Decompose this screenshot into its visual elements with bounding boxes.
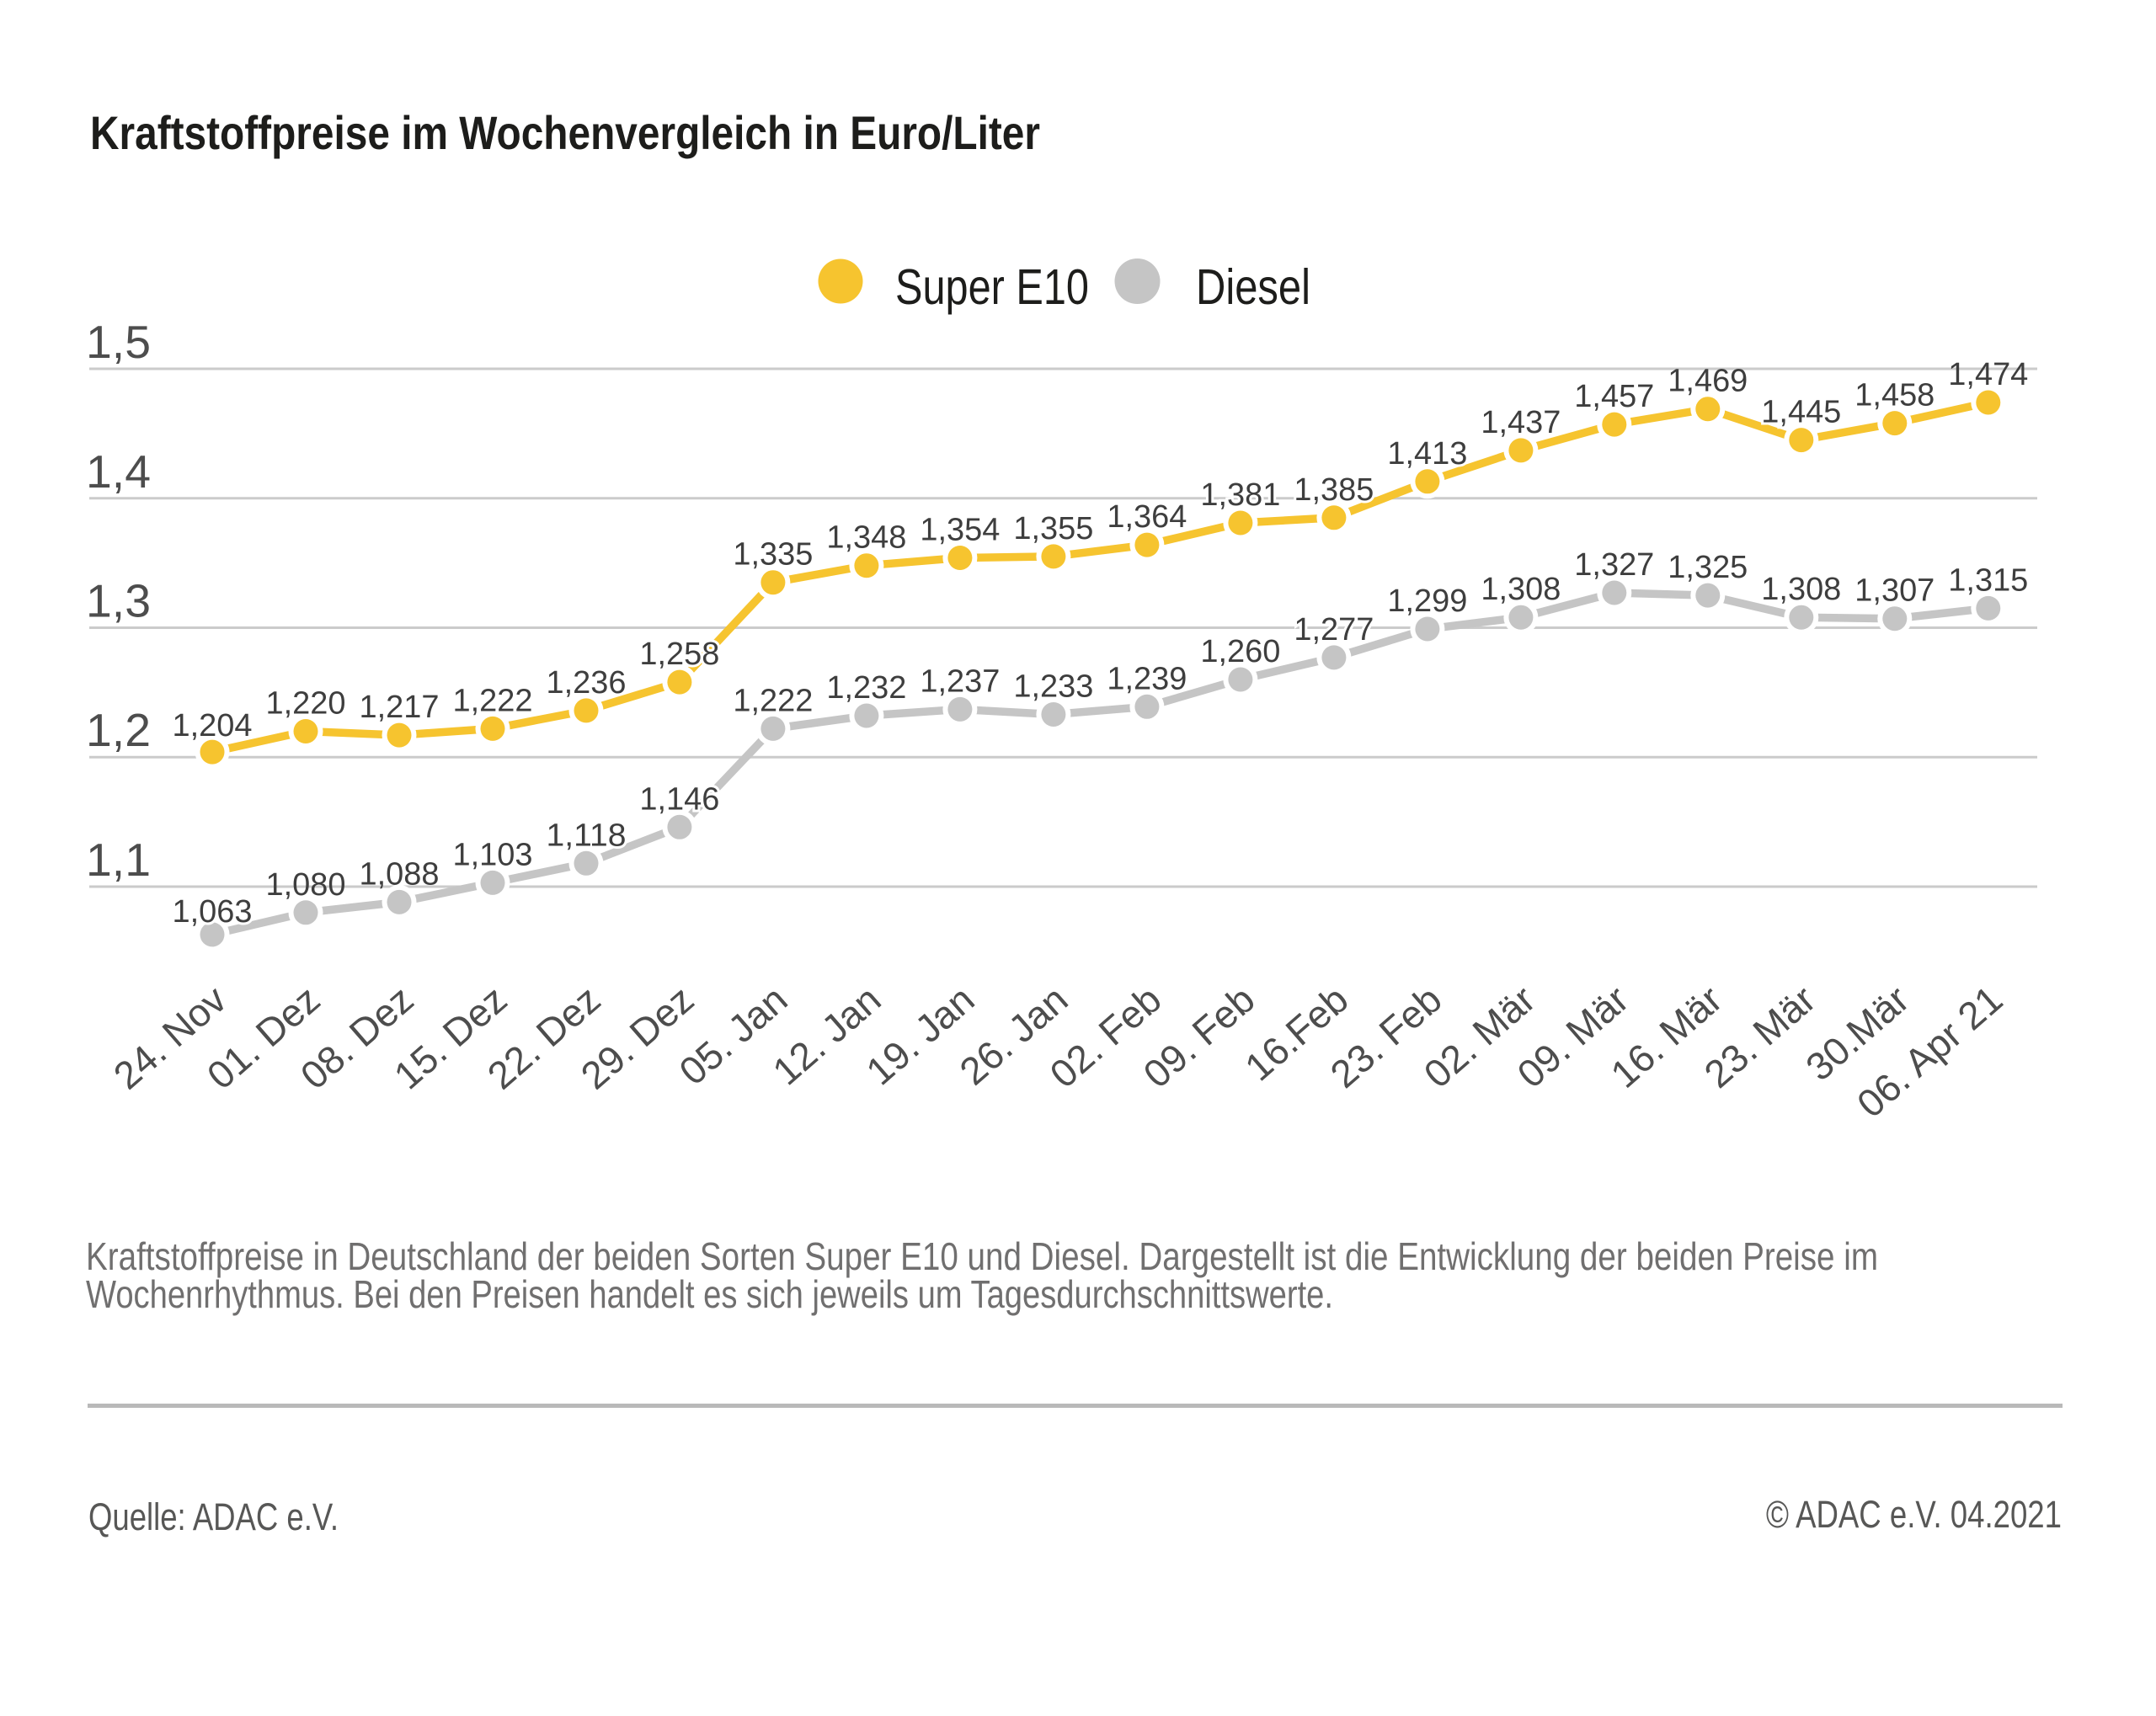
svg-text:Quelle: ADAC e.V.: Quelle: ADAC e.V. xyxy=(88,1495,339,1538)
svg-text:1,335: 1,335 xyxy=(733,537,813,573)
svg-text:1,437: 1,437 xyxy=(1481,405,1561,440)
svg-text:1,220: 1,220 xyxy=(266,686,346,722)
svg-text:1,232: 1,232 xyxy=(826,670,906,706)
svg-text:1,3: 1,3 xyxy=(86,575,151,627)
svg-text:1,233: 1,233 xyxy=(1013,669,1093,705)
svg-text:1,258: 1,258 xyxy=(639,637,719,672)
svg-text:1,385: 1,385 xyxy=(1294,472,1374,508)
svg-text:Super E10: Super E10 xyxy=(895,259,1089,315)
svg-text:1,103: 1,103 xyxy=(453,837,533,872)
svg-text:1,355: 1,355 xyxy=(1013,511,1093,546)
svg-text:1,236: 1,236 xyxy=(547,665,627,701)
svg-text:1,260: 1,260 xyxy=(1200,634,1280,669)
svg-text:1,222: 1,222 xyxy=(453,683,533,718)
svg-text:1,469: 1,469 xyxy=(1668,364,1748,399)
svg-text:Kraftstoffpreise in Deutschlan: Kraftstoffpreise in Deutschland der beid… xyxy=(86,1234,1878,1278)
svg-text:1,239: 1,239 xyxy=(1107,661,1187,696)
svg-text:1,217: 1,217 xyxy=(360,690,440,725)
svg-text:Diesel: Diesel xyxy=(1196,259,1310,315)
svg-text:Kraftstoffpreise im Wochenverg: Kraftstoffpreise im Wochenvergleich in E… xyxy=(90,106,1040,159)
svg-text:1,354: 1,354 xyxy=(920,513,1000,548)
svg-text:1,308: 1,308 xyxy=(1481,572,1561,607)
svg-text:1,204: 1,204 xyxy=(173,708,253,743)
svg-text:1,1: 1,1 xyxy=(86,834,151,886)
svg-text:1,325: 1,325 xyxy=(1668,550,1748,585)
svg-text:1,457: 1,457 xyxy=(1574,379,1654,414)
svg-text:1,381: 1,381 xyxy=(1200,477,1280,513)
svg-text:1,445: 1,445 xyxy=(1761,395,1841,430)
svg-text:1,307: 1,307 xyxy=(1854,573,1935,609)
svg-text:1,063: 1,063 xyxy=(173,894,253,930)
svg-text:1,299: 1,299 xyxy=(1387,584,1467,619)
svg-text:1,348: 1,348 xyxy=(826,520,906,556)
svg-text:1,327: 1,327 xyxy=(1574,547,1654,583)
svg-text:Wochenrhythmus. Bei den Preise: Wochenrhythmus. Bei den Preisen handelt … xyxy=(86,1272,1333,1316)
svg-text:1,146: 1,146 xyxy=(639,781,719,817)
svg-text:1,088: 1,088 xyxy=(360,856,440,892)
svg-text:1,458: 1,458 xyxy=(1854,378,1935,413)
svg-text:1,308: 1,308 xyxy=(1761,572,1841,607)
svg-text:1,2: 1,2 xyxy=(86,704,151,756)
svg-text:1,4: 1,4 xyxy=(86,445,151,498)
svg-text:1,413: 1,413 xyxy=(1387,436,1467,472)
svg-text:1,5: 1,5 xyxy=(86,316,151,368)
svg-text:1,237: 1,237 xyxy=(920,663,1000,699)
svg-text:1,315: 1,315 xyxy=(1948,562,2028,598)
svg-text:© ADAC e.V. 04.2021: © ADAC e.V. 04.2021 xyxy=(1766,1493,2062,1536)
svg-text:1,118: 1,118 xyxy=(547,818,627,853)
svg-text:1,277: 1,277 xyxy=(1294,612,1374,647)
svg-text:1,364: 1,364 xyxy=(1107,499,1187,535)
svg-text:1,222: 1,222 xyxy=(733,683,813,718)
svg-text:1,474: 1,474 xyxy=(1948,357,2028,392)
svg-text:1,080: 1,080 xyxy=(266,867,346,903)
